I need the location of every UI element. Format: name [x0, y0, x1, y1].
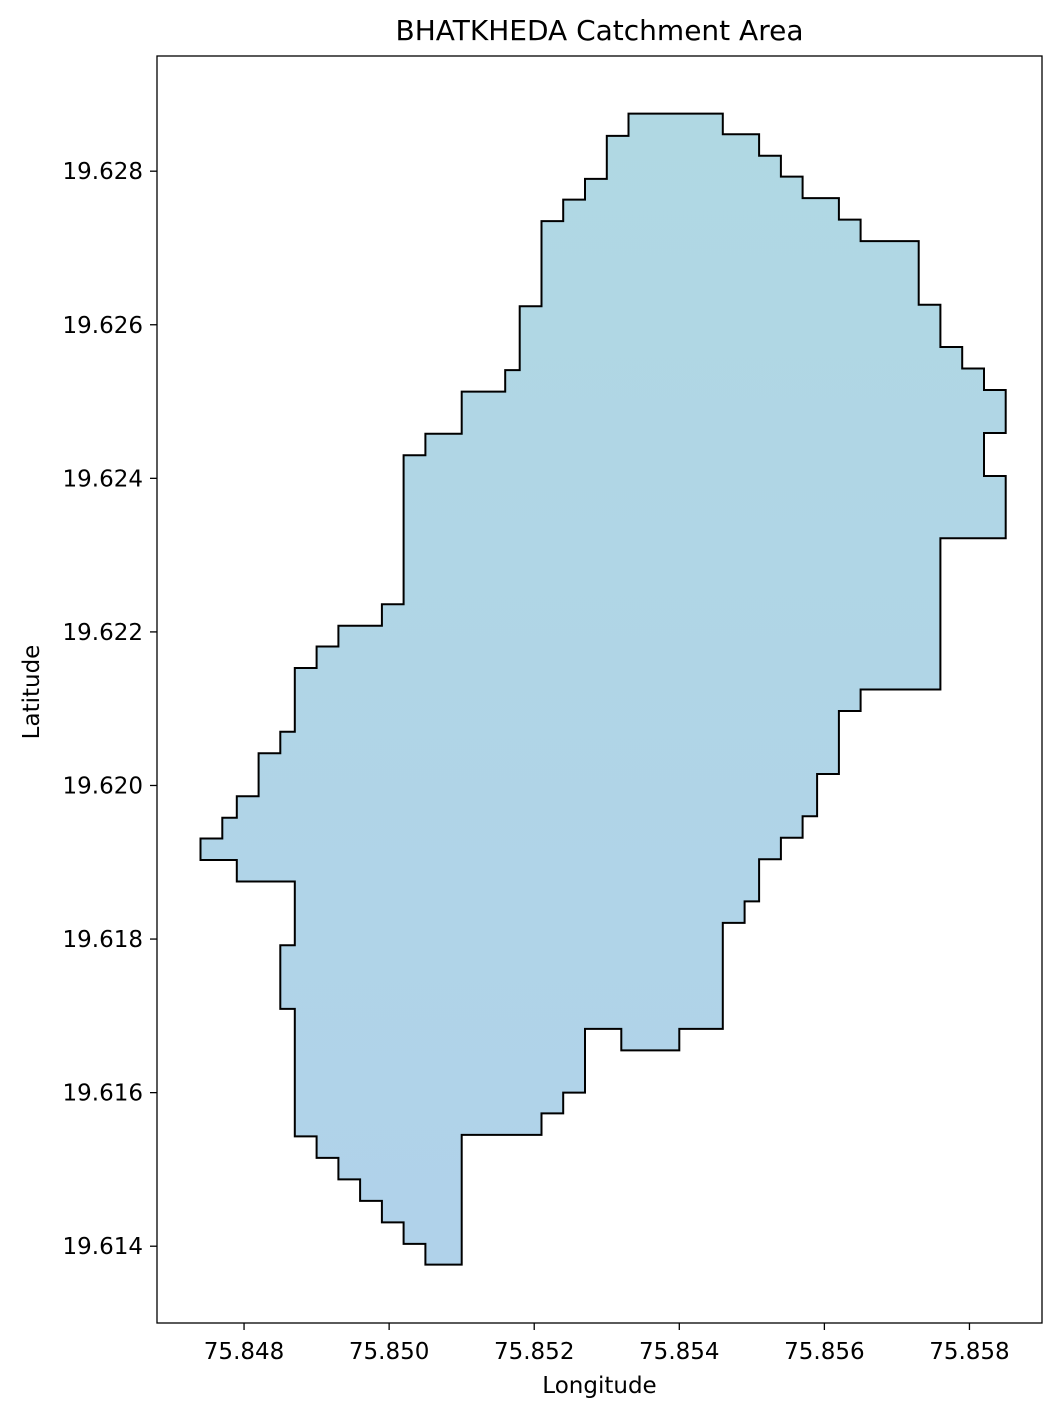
- catchment-polygon: [199, 112, 1007, 1266]
- x-tick-label: 75.854: [639, 1339, 719, 1365]
- axes-frame: [156, 55, 1043, 1324]
- plot-area: [199, 112, 1007, 1266]
- y-tick-label: 19.618: [63, 927, 143, 953]
- y-tick-label: 19.628: [63, 159, 143, 185]
- x-tick-label: 75.850: [349, 1339, 429, 1365]
- x-tick-label: 75.852: [494, 1339, 574, 1365]
- y-tick-label: 19.620: [63, 773, 143, 799]
- y-tick-label: 19.614: [63, 1234, 143, 1260]
- x-axis-ticks: 75.848 75.850 75.852 75.854 75.856 75.858: [204, 1323, 1010, 1365]
- y-tick-label: 19.616: [63, 1081, 143, 1107]
- x-tick-label: 75.856: [784, 1339, 864, 1365]
- y-tick-label: 19.626: [63, 313, 143, 339]
- y-tick-label: 19.624: [63, 466, 143, 492]
- x-tick-label: 75.848: [204, 1339, 284, 1365]
- chart-title: BHATKHEDA Catchment Area: [396, 14, 804, 47]
- x-tick-label: 75.858: [929, 1339, 1009, 1365]
- x-axis-label: Longitude: [542, 1373, 656, 1399]
- y-tick-label: 19.622: [63, 620, 143, 646]
- y-axis-ticks: 19.614 19.616 19.618 19.620 19.622 19.624 19.6…: [63, 159, 157, 1260]
- y-axis-label: Latitude: [19, 645, 45, 740]
